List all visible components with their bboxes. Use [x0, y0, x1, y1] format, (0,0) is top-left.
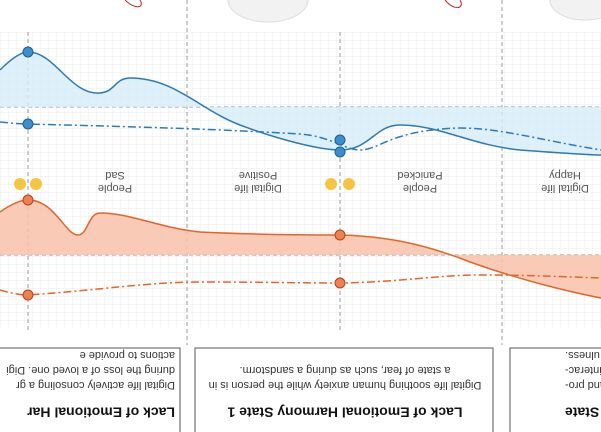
panel-text: ulness. [565, 349, 600, 361]
panel-text: during the loss of a loved one. Digi [6, 364, 175, 376]
panel-text: ositive and pro- [565, 379, 601, 391]
label: Sad [105, 169, 125, 181]
panel-text: Digital life actively consoling a gr [16, 379, 175, 391]
panel-text: Digital life soothing human anxiety whil… [209, 379, 482, 391]
blob [549, 0, 601, 21]
blue-dash-line [0, 121, 601, 151]
blue-area [0, 52, 601, 155]
emoji [14, 178, 355, 190]
grid [0, 32, 601, 328]
points [22, 46, 346, 301]
label: Happy [549, 169, 581, 181]
panel-title: Lack of Emotional Harmony State 1 [227, 404, 462, 420]
panel-text: n intense interac- [565, 364, 601, 376]
orange-line [0, 199, 601, 299]
panel-title: Lack of Emotional Har [27, 404, 175, 420]
label: People [403, 182, 437, 194]
panel-title: e State [565, 404, 601, 420]
blue-line [0, 51, 601, 156]
panel-text: actions to provide e [80, 349, 175, 361]
blob [227, 0, 309, 23]
orange-area [0, 200, 601, 298]
label: People [98, 182, 132, 194]
squiggle [124, 0, 142, 8]
label: Digital life [234, 182, 282, 194]
panel-boxes [0, 347, 601, 432]
panel-text: a state of fear, such as during a sandst… [240, 364, 451, 376]
label: Digital life [541, 182, 589, 194]
label: Positive [239, 169, 278, 181]
squiggle [444, 0, 462, 8]
label: Panicked [397, 169, 442, 181]
